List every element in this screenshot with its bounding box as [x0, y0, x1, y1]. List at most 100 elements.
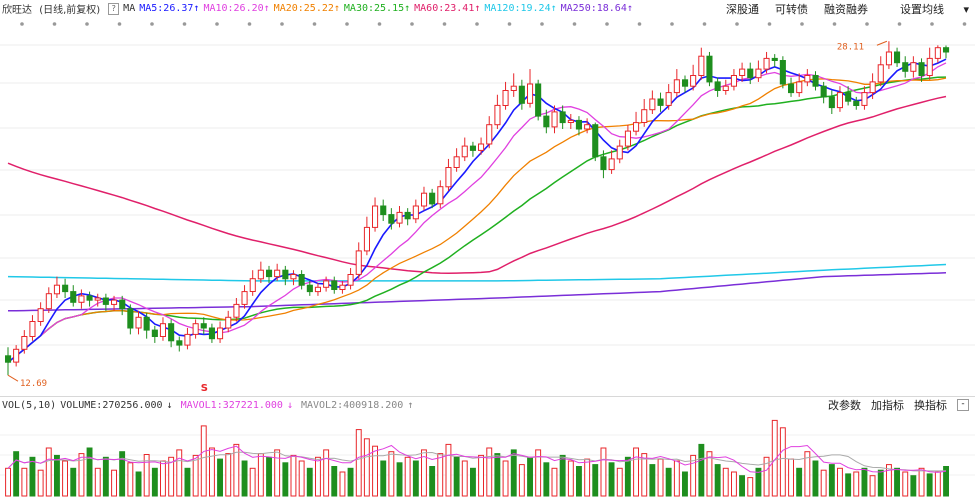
volume-bar — [323, 449, 330, 497]
volume-bar — [404, 456, 411, 497]
volume-bar — [421, 449, 427, 497]
indicator-name: MA — [123, 3, 136, 14]
candle-body — [812, 75, 819, 87]
volume-bar — [608, 462, 615, 497]
volume-bar — [551, 467, 558, 497]
candle-body — [698, 55, 705, 76]
event-marker-icon — [85, 22, 89, 26]
candle-body — [877, 64, 884, 83]
volume-bar — [657, 458, 664, 497]
candle-body — [453, 156, 460, 169]
switch-indicator-button[interactable]: 换指标 — [914, 399, 947, 412]
volume-bar — [779, 427, 786, 497]
event-marker-icon — [800, 22, 804, 26]
candle-body — [894, 51, 901, 64]
candle-body — [469, 145, 476, 151]
candle-body — [412, 205, 419, 220]
candle-body — [510, 85, 517, 91]
mavol2-value: MAVOL2:400918.200 ↑ — [300, 400, 414, 411]
candle-body — [396, 211, 403, 224]
candle-body — [127, 308, 134, 329]
volume-bar — [894, 467, 900, 497]
event-marker-icon — [150, 22, 154, 26]
candle-body — [241, 291, 248, 305]
event-marker-icon — [507, 22, 512, 26]
candle-body — [5, 355, 12, 363]
event-marker-icon — [572, 22, 577, 26]
candle-body — [665, 92, 672, 106]
add-indicator-button[interactable]: 加指标 — [871, 399, 904, 412]
candle-body — [535, 83, 542, 117]
candle-body — [70, 291, 77, 303]
candle-body — [78, 295, 85, 303]
volume-bar — [135, 471, 142, 497]
candle-body — [192, 323, 199, 335]
volume-bar — [37, 469, 44, 497]
candle-body — [37, 308, 44, 323]
candle-body — [584, 124, 591, 130]
hk-connect-button[interactable]: 深股通 — [725, 2, 759, 16]
convertible-bond-button[interactable]: 可转债 — [774, 2, 808, 16]
volume-bar — [820, 469, 827, 497]
vol-indicator-name: VOL(5,10) — [2, 400, 57, 411]
candle-body — [910, 62, 917, 72]
volume-bar — [739, 475, 745, 497]
event-marker-icon — [702, 22, 707, 26]
candle-body — [755, 68, 762, 79]
volume-bar — [771, 419, 778, 497]
volume-bar — [453, 456, 460, 497]
event-marker-icon — [735, 22, 739, 26]
candle-body — [13, 348, 20, 363]
candle-body — [730, 75, 738, 87]
candle-body — [551, 111, 558, 128]
event-marker-icon — [345, 22, 349, 26]
volume-bar — [412, 460, 419, 497]
help-icon[interactable]: ? — [108, 2, 120, 15]
volume-bar — [13, 451, 20, 497]
candle-body — [45, 293, 52, 310]
event-marker-icon — [52, 22, 57, 26]
candle-body — [478, 143, 485, 151]
low-price-label: 12.69 — [20, 379, 47, 389]
candle-body — [657, 98, 664, 106]
volume-bar — [290, 454, 297, 497]
candle-body — [682, 79, 689, 87]
volume-bar — [119, 451, 126, 497]
volume-bar — [722, 467, 729, 497]
change-params-button[interactable]: 改参数 — [828, 399, 861, 412]
candle-body — [820, 85, 827, 98]
volume-bar — [209, 447, 215, 497]
volume-bar — [494, 453, 501, 497]
volume-bar — [567, 460, 574, 497]
volume-bar — [143, 454, 150, 497]
volume-bar — [388, 451, 395, 497]
volume-bar — [796, 467, 803, 497]
volume-value: VOLUME:270256.000 ↓ — [60, 400, 173, 411]
volume-header: VOL(5,10) VOLUME:270256.000 ↓ MAVOL1:3272… — [0, 396, 975, 414]
candle-body — [86, 295, 93, 301]
volume-bar — [828, 464, 835, 497]
candle-body — [649, 98, 656, 111]
volume-bar — [94, 467, 101, 497]
candle-body — [298, 274, 305, 286]
candle-body — [143, 316, 150, 331]
volume-bar — [486, 447, 493, 497]
candle-body — [861, 92, 868, 106]
volume-bar — [918, 467, 925, 497]
volume-bar — [755, 467, 762, 497]
margin-trading-button[interactable]: 融资融券 — [823, 2, 868, 16]
candle-body — [135, 316, 142, 329]
volume-bar — [363, 438, 370, 497]
collapse-icon[interactable]: - — [957, 399, 969, 411]
set-ma-button[interactable]: 设置均线 ▾ — [899, 2, 969, 16]
volume-bar — [184, 467, 191, 497]
volume-bar — [21, 467, 28, 497]
volume-bar — [845, 473, 852, 497]
event-marker-icon — [637, 22, 642, 26]
volume-bar — [943, 466, 949, 497]
volume-bar — [429, 466, 436, 497]
candle-body — [94, 297, 101, 301]
event-marker-icon — [767, 22, 772, 26]
volume-bar — [861, 467, 868, 497]
